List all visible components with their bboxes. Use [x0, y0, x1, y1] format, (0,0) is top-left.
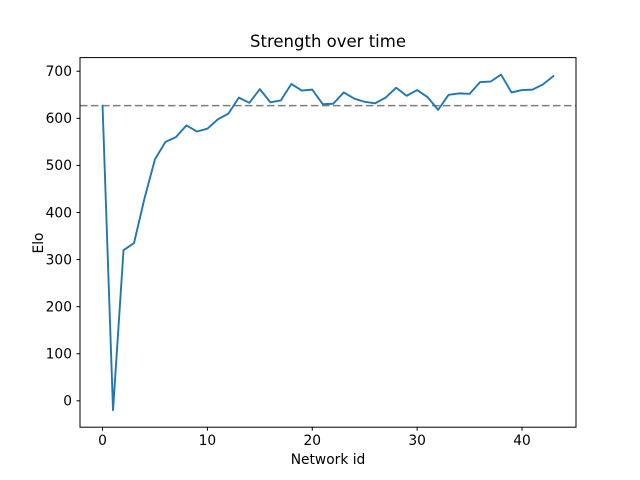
x-tick-label: 0: [98, 433, 107, 449]
x-tick-label: 20: [303, 433, 321, 449]
x-axis-label: Network id: [291, 452, 366, 468]
y-tick-label: 200: [46, 299, 72, 315]
y-tick-label: 600: [46, 111, 72, 127]
x-axis-ticks: 0 10 20 30 40: [98, 427, 531, 449]
x-tick-label: 40: [513, 433, 531, 449]
y-axis-label: Elo: [31, 233, 47, 254]
plot-border-spines: [79, 57, 577, 428]
elo-line-series: [101, 73, 555, 412]
y-tick-label: 500: [46, 158, 72, 174]
x-tick-label: 10: [199, 433, 217, 449]
axes-border: [79, 57, 577, 428]
y-tick-label: 700: [46, 64, 72, 80]
y-tick-label: 0: [63, 394, 72, 410]
y-tick-label: 100: [46, 347, 72, 363]
y-axis-ticks: 0 100 200 300 400 500 600 700: [46, 64, 80, 410]
y-tick-label: 400: [46, 205, 72, 221]
y-tick-label: 300: [46, 252, 72, 268]
elo-polyline: [101, 73, 555, 412]
chart-title: Strength over time: [250, 32, 406, 51]
x-tick-label: 30: [408, 433, 426, 449]
